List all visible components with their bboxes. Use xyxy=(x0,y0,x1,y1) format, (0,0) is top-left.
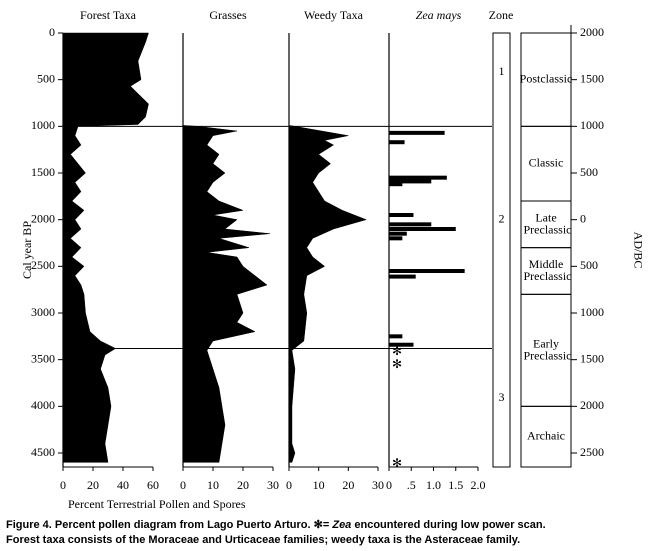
zone-label: 2 xyxy=(499,211,505,225)
bar xyxy=(389,269,465,273)
bar xyxy=(389,227,456,231)
period-label: Middle Preclassic xyxy=(521,257,572,283)
bar xyxy=(389,179,432,184)
zea-scan-marker: ✻ xyxy=(392,357,402,371)
bar xyxy=(389,182,403,187)
y2-tick-label: 0 xyxy=(580,211,586,225)
bar xyxy=(389,140,405,145)
y-axis-label: Cal year BP xyxy=(20,221,34,279)
y2-axis-label: AD/BC xyxy=(631,232,645,269)
y2-tick-label: 500 xyxy=(580,258,598,272)
y-tick-label: 1000 xyxy=(31,118,55,132)
x-tick-label: 0 xyxy=(386,478,392,492)
y2-tick-label: 2500 xyxy=(580,445,604,459)
y-tick-label: 2500 xyxy=(31,258,55,272)
bar xyxy=(389,274,416,279)
x-tick-label: 40 xyxy=(117,478,129,492)
bar xyxy=(389,236,403,241)
y2-tick-label: 500 xyxy=(580,165,598,179)
panel-title: Zea mays xyxy=(416,8,462,22)
y2-tick-label: 2000 xyxy=(580,398,604,412)
x-tick-label: 10 xyxy=(207,478,219,492)
zea-scan-marker: ✻ xyxy=(392,344,402,358)
x-tick-label: 1.0 xyxy=(426,478,441,492)
period-label: Late Preclassic xyxy=(521,210,572,236)
x-tick-label: 30 xyxy=(267,478,279,492)
caption-line: Forest taxa consists of the Moraceae and… xyxy=(6,534,520,546)
y-tick-label: 500 xyxy=(37,71,55,85)
y-tick-label: 4500 xyxy=(31,445,55,459)
period-label: Archaic xyxy=(527,428,565,442)
period-label: Postclassic xyxy=(520,71,573,85)
pollen-area xyxy=(288,33,367,463)
x-axis-label: Percent Terrestrial Pollen and Spores xyxy=(68,497,246,511)
y-tick-label: 3000 xyxy=(31,305,55,319)
x-tick-label: 20 xyxy=(237,478,249,492)
x-tick-label: 0 xyxy=(60,478,66,492)
x-tick-label: 0 xyxy=(180,478,186,492)
y2-tick-label: 1000 xyxy=(580,305,604,319)
bar xyxy=(389,175,447,180)
x-tick-label: 10 xyxy=(313,478,325,492)
x-tick-label: 30 xyxy=(372,478,384,492)
zea-scan-marker: ✻ xyxy=(392,456,402,470)
bar xyxy=(389,130,445,135)
x-tick-label: 1.5 xyxy=(448,478,463,492)
y-tick-label: 3500 xyxy=(31,351,55,365)
x-tick-label: 20 xyxy=(342,478,354,492)
zone-column xyxy=(492,32,511,468)
bar xyxy=(389,213,414,217)
zone-title: Zone xyxy=(489,8,514,22)
y-tick-label: 2000 xyxy=(31,211,55,225)
y-tick-label: 4000 xyxy=(31,398,55,412)
y2-tick-label: 1000 xyxy=(580,118,604,132)
x-tick-label: 60 xyxy=(147,478,159,492)
bar xyxy=(389,222,432,227)
pollen-area xyxy=(62,32,149,463)
panel-title: Grasses xyxy=(209,8,247,22)
period-label: Classic xyxy=(529,155,564,169)
panel-title: Forest Taxa xyxy=(80,8,137,22)
y2-tick-label: 1500 xyxy=(580,351,604,365)
period-label: Early Preclassic xyxy=(521,336,572,362)
x-tick-label: 0 xyxy=(286,478,292,492)
bar xyxy=(389,334,403,339)
y-tick-label: 1500 xyxy=(31,165,55,179)
bar xyxy=(389,231,407,236)
x-tick-label: .5 xyxy=(407,478,416,492)
bar xyxy=(389,342,414,347)
x-tick-label: 20 xyxy=(87,478,99,492)
zone-label: 1 xyxy=(499,64,505,78)
zone-label: 3 xyxy=(499,390,505,404)
y-tick-label: 0 xyxy=(49,25,55,39)
y2-tick-label: 1500 xyxy=(580,71,604,85)
pollen-area xyxy=(182,33,271,463)
panel-title: Weedy Taxa xyxy=(304,8,364,22)
y2-tick-label: 2000 xyxy=(580,25,604,39)
x-tick-label: 2.0 xyxy=(471,478,486,492)
caption-line: Figure 4. Percent pollen diagram from La… xyxy=(6,519,546,531)
